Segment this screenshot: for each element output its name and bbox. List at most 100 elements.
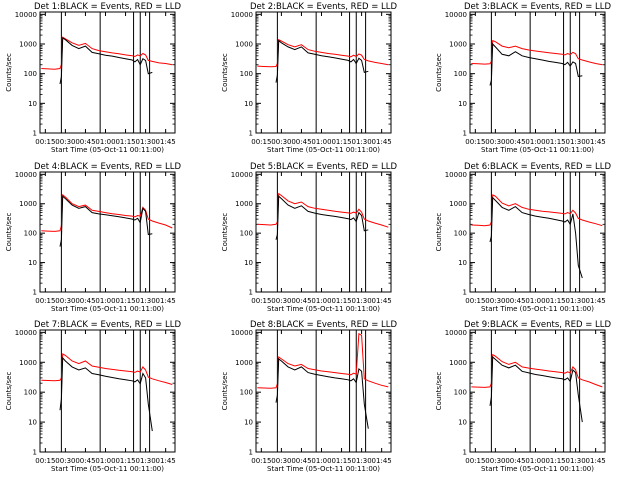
- x-tick-label: 01:15: [331, 457, 351, 465]
- y-axis-label: Counts/sec: [435, 372, 443, 411]
- y-axis-label: Counts/sec: [5, 213, 13, 252]
- chart-title: Det 3:BLACK = Events, RED = LLD: [464, 2, 612, 12]
- y-tick-label: 1: [249, 130, 253, 138]
- x-tick-label: 01:00: [95, 457, 115, 465]
- y-tick-label: 1: [33, 289, 37, 297]
- y-tick-label: 10000: [231, 11, 253, 19]
- x-tick-label: 00:15: [35, 138, 55, 146]
- x-tick-label: 01:00: [95, 138, 115, 146]
- x-tick-label: 01:30: [136, 297, 156, 305]
- x-tick-label: 00:45: [291, 457, 311, 465]
- y-axis-label: Counts/sec: [5, 53, 13, 92]
- y-tick-label: 1: [463, 130, 467, 138]
- chart-title: Det 7:BLACK = Events, RED = LLD: [34, 320, 182, 330]
- panel-det-3: Det 3:BLACK = Events, RED = LLD 00:15 00:3…: [435, 2, 611, 154]
- series-events-line: [59, 37, 153, 85]
- series-events-line: [59, 195, 153, 247]
- x-tick-label: 01:30: [566, 138, 586, 146]
- x-tick-label: 01:45: [372, 138, 392, 146]
- y-tick-label: 1: [249, 289, 253, 297]
- x-tick-label: 01:30: [352, 138, 372, 146]
- chart-title: Det 4:BLACK = Events, RED = LLD: [34, 162, 182, 172]
- y-tick-label: 10: [458, 419, 467, 427]
- y-tick-label: 100: [240, 230, 253, 238]
- panel-det-8: Det 8:BLACK = Events, RED = LLD 00:15 00:3…: [221, 320, 397, 473]
- x-axis-label: Start Time (05-Oct-11 00:11:00): [267, 305, 380, 313]
- x-tick-label: 01:45: [156, 457, 176, 465]
- x-tick-label: 01:00: [311, 297, 331, 305]
- x-tick-label: 00:15: [251, 297, 271, 305]
- y-tick-label: 10000: [231, 171, 253, 179]
- x-tick-label: 01:15: [545, 457, 565, 465]
- x-tick-label: 01:45: [372, 457, 392, 465]
- x-tick-label: 01:00: [311, 138, 331, 146]
- chart-title: Det 6:BLACK = Events, RED = LLD: [464, 162, 612, 172]
- x-tick-label: 00:30: [485, 297, 505, 305]
- y-tick-label: 1000: [235, 359, 253, 367]
- panel-det-1: Det 1:BLACK = Events, RED = LLD 00:15 00:3…: [5, 2, 181, 154]
- x-tick-label: 00:30: [271, 457, 291, 465]
- x-tick-label: 01:00: [525, 457, 545, 465]
- x-tick-label: 00:30: [55, 457, 75, 465]
- y-axis-label: Counts/sec: [221, 213, 229, 252]
- panel-det-7: Det 7:BLACK = Events, RED = LLD 00:15 00:3…: [5, 320, 181, 473]
- panel-det-6: Det 6:BLACK = Events, RED = LLD 00:15 00:3…: [435, 162, 611, 313]
- y-tick-label: 10: [458, 259, 467, 267]
- series-events-line: [489, 355, 583, 423]
- y-tick-label: 10: [244, 100, 253, 108]
- plot-frame: [39, 329, 176, 453]
- panel-det-2: Det 2:BLACK = Events, RED = LLD 00:15 00:3…: [221, 2, 397, 154]
- x-tick-label: 00:45: [505, 297, 525, 305]
- plot-frame: [255, 329, 392, 453]
- y-tick-label: 100: [240, 389, 253, 397]
- y-tick-label: 1000: [449, 41, 467, 49]
- x-tick-label: 00:15: [251, 457, 271, 465]
- y-tick-label: 1: [463, 289, 467, 297]
- x-tick-label: 00:15: [465, 297, 485, 305]
- x-tick-label: 01:45: [586, 138, 606, 146]
- x-tick-label: 01:45: [372, 297, 392, 305]
- y-tick-label: 1000: [235, 41, 253, 49]
- x-tick-label: 00:45: [75, 297, 95, 305]
- y-tick-label: 10: [458, 100, 467, 108]
- y-tick-label: 1: [33, 449, 37, 457]
- y-tick-label: 100: [24, 70, 37, 78]
- x-tick-label: 01:15: [115, 457, 135, 465]
- x-tick-label: 00:45: [75, 138, 95, 146]
- series-events-line: [275, 39, 369, 83]
- plot-frame: [469, 329, 606, 453]
- x-tick-label: 00:30: [55, 138, 75, 146]
- y-tick-label: 10000: [445, 171, 467, 179]
- chart-title: Det 1:BLACK = Events, RED = LLD: [34, 2, 182, 12]
- y-tick-label: 10: [28, 100, 37, 108]
- x-axis-label: Start Time (05-Oct-11 00:11:00): [267, 146, 380, 154]
- y-tick-label: 10: [28, 259, 37, 267]
- x-tick-label: 00:30: [55, 297, 75, 305]
- x-tick-label: 00:45: [505, 457, 525, 465]
- x-tick-label: 01:00: [311, 457, 331, 465]
- y-tick-label: 100: [24, 230, 37, 238]
- x-axis-label: Start Time (05-Oct-11 00:11:00): [481, 465, 594, 473]
- x-axis-label: Start Time (05-Oct-11 00:11:00): [51, 146, 164, 154]
- y-tick-label: 10: [244, 419, 253, 427]
- series-events-line: [489, 196, 583, 279]
- x-tick-label: 01:30: [566, 297, 586, 305]
- plot-frame: [39, 171, 176, 293]
- series-events-line: [275, 357, 369, 429]
- y-tick-label: 10000: [231, 329, 253, 337]
- y-axis-label: Counts/sec: [435, 213, 443, 252]
- x-tick-label: 00:15: [465, 138, 485, 146]
- series-events-line: [275, 195, 369, 240]
- x-tick-label: 00:30: [271, 297, 291, 305]
- y-axis-label: Counts/sec: [435, 53, 443, 92]
- x-tick-label: 00:15: [251, 138, 271, 146]
- y-tick-label: 100: [24, 389, 37, 397]
- x-tick-label: 00:15: [465, 457, 485, 465]
- plot-frame: [39, 11, 176, 134]
- x-tick-label: 01:30: [352, 457, 372, 465]
- x-tick-label: 01:45: [586, 297, 606, 305]
- y-tick-label: 100: [454, 230, 467, 238]
- y-axis-label: Counts/sec: [221, 372, 229, 411]
- x-tick-label: 01:30: [136, 138, 156, 146]
